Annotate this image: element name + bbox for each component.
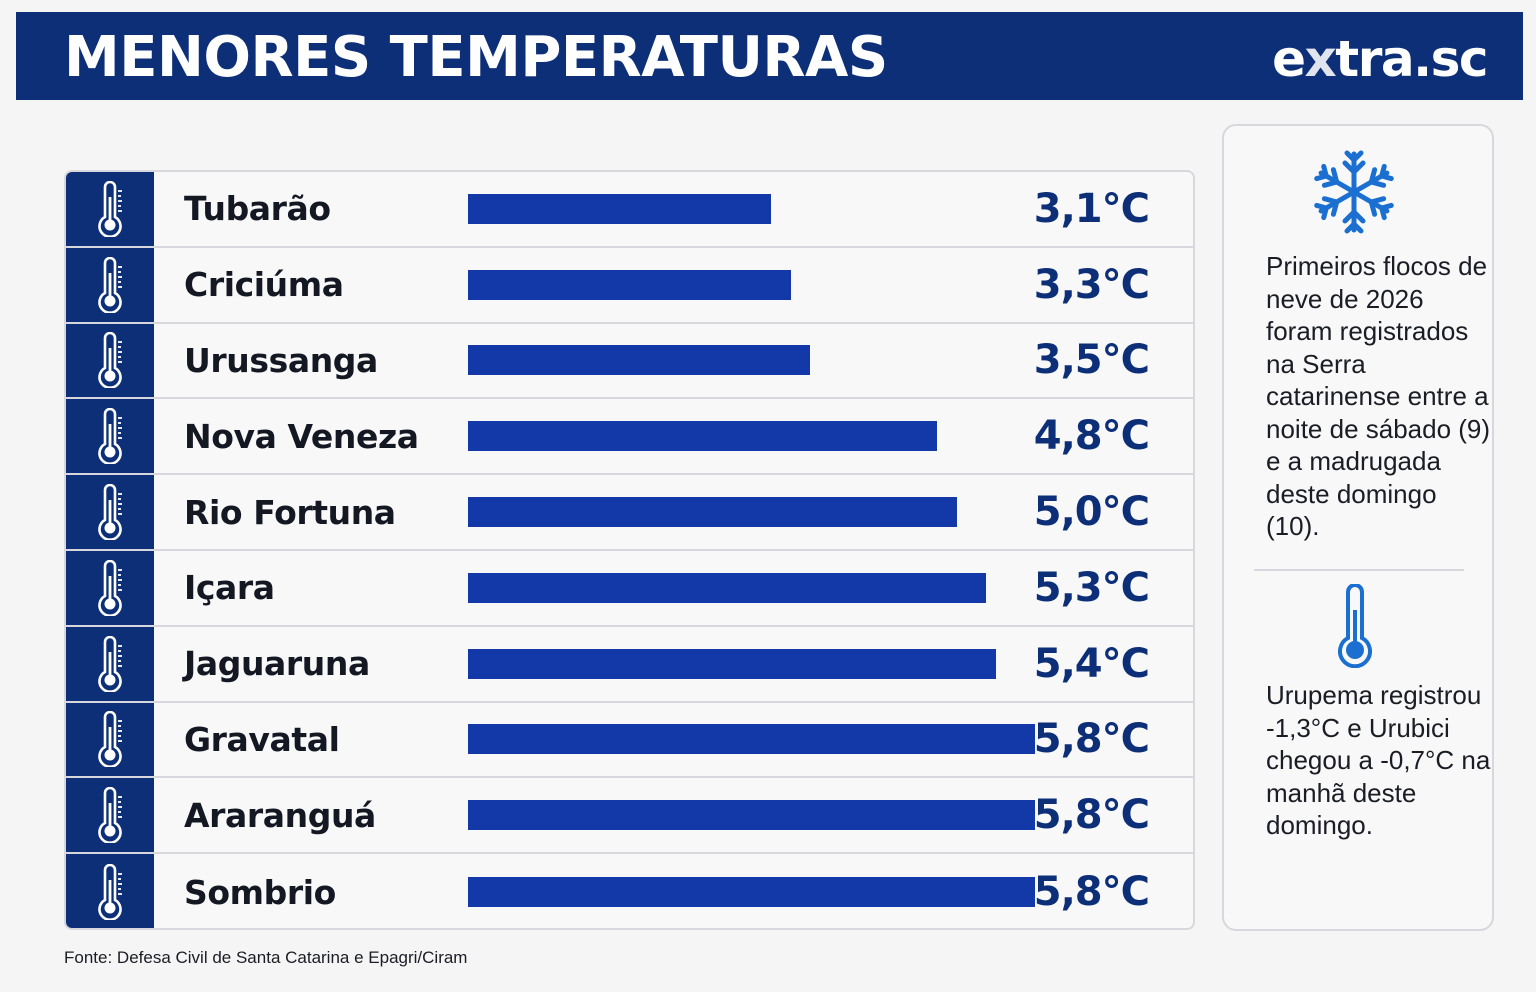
thermometer-icon xyxy=(1338,584,1372,668)
temperature-value: 4,8°C xyxy=(1033,413,1150,460)
temperature-bar xyxy=(468,193,772,224)
thermometer-icon-cell xyxy=(66,172,154,246)
chart-row: Tubarão 3,1°C xyxy=(66,172,1193,248)
thermometer-icon xyxy=(98,559,122,616)
temperature-value: 3,5°C xyxy=(1033,337,1150,384)
city-label: Araranguá xyxy=(184,795,376,835)
temperature-value: 5,8°C xyxy=(1033,792,1150,839)
city-label: Sombrio xyxy=(184,872,336,912)
thermometer-icon xyxy=(98,180,122,237)
temperature-bar xyxy=(468,269,791,300)
thermometer-icon xyxy=(98,787,122,844)
thermometer-icon xyxy=(98,484,122,541)
temperature-chart: Tubarão 3,1°C Criciúma 3,3°C Urussanga 3,5°C N… xyxy=(64,170,1195,930)
source-note: Fonte: Defesa Civil de Santa Catarina e … xyxy=(64,948,468,967)
chart-row: Criciúma 3,3°C xyxy=(66,247,1193,324)
chart-row: Jaguaruna 5,4°C xyxy=(66,626,1193,703)
thermometer-icon xyxy=(98,635,122,692)
city-label: Içara xyxy=(184,568,275,608)
temperature-bar xyxy=(468,800,1035,831)
chart-row: Sombrio 5,8°C xyxy=(66,854,1193,928)
thermometer-icon-cell xyxy=(66,854,154,928)
thermometer-icon xyxy=(98,408,122,465)
snow-note: Primeiros flocos de neve de 2026 foram r… xyxy=(1266,251,1491,541)
city-label: Jaguaruna xyxy=(184,644,370,684)
logo-part-rest: tra.sc xyxy=(1335,30,1488,88)
temperature-bar xyxy=(468,497,957,528)
chart-row: Araranguá 5,8°C xyxy=(66,778,1193,855)
chart-row: Rio Fortuna 5,0°C xyxy=(66,475,1193,551)
snowflake-icon xyxy=(1314,150,1394,234)
temperature-value: 3,1°C xyxy=(1033,185,1150,232)
temperature-bar xyxy=(468,421,938,452)
chart-row: Içara 5,3°C xyxy=(66,551,1193,627)
temperature-value: 5,8°C xyxy=(1033,716,1150,763)
thermometer-icon-cell xyxy=(66,475,154,549)
thermometer-icon-cell xyxy=(66,702,154,777)
cold-record-note: Urupema registrou -1,3°C e Urubici chego… xyxy=(1266,680,1491,840)
temperature-value: 5,3°C xyxy=(1033,564,1150,611)
temperature-value: 5,0°C xyxy=(1033,489,1150,536)
thermometer-icon-cell xyxy=(66,626,154,701)
temperature-value: 5,8°C xyxy=(1033,869,1150,916)
city-label: Criciúma xyxy=(184,265,344,305)
thermometer-icon-cell xyxy=(66,399,154,474)
temperature-value: 5,4°C xyxy=(1033,640,1150,687)
thermometer-icon-cell xyxy=(66,551,154,625)
thermometer-icon xyxy=(98,332,122,389)
thermometer-icon-cell xyxy=(66,247,154,322)
city-label: Urussanga xyxy=(184,340,378,380)
thermometer-icon xyxy=(98,864,122,921)
city-label: Rio Fortuna xyxy=(184,492,396,532)
chart-row: Nova Veneza 4,8°C xyxy=(66,399,1193,476)
page-title: MENORES TEMPERATURAS xyxy=(64,25,888,90)
city-label: Nova Veneza xyxy=(184,416,419,456)
brand-logo: extra.sc xyxy=(1272,30,1488,88)
temperature-bar xyxy=(468,345,811,376)
city-label: Gravatal xyxy=(184,719,340,759)
thermometer-icon-cell xyxy=(66,778,154,853)
city-label: Tubarão xyxy=(184,189,331,229)
brand-logo-text: extra.sc xyxy=(1272,30,1488,88)
thermometer-icon xyxy=(98,256,122,313)
thermometer-icon-cell xyxy=(66,323,154,398)
header-banner: MENORES TEMPERATURAS extra.sc xyxy=(16,12,1523,100)
info-panel: Primeiros flocos de neve de 2026 foram r… xyxy=(1222,124,1494,931)
temperature-bar xyxy=(468,877,1035,908)
chart-row: Urussanga 3,5°C xyxy=(66,323,1193,400)
chart-row: Gravatal 5,8°C xyxy=(66,702,1193,779)
divider xyxy=(1254,569,1464,571)
temperature-bar xyxy=(468,572,987,603)
thermometer-icon xyxy=(98,711,122,768)
logo-part-e: e xyxy=(1272,30,1306,88)
temperature-value: 3,3°C xyxy=(1033,261,1150,308)
temperature-bar xyxy=(468,648,996,679)
logo-part-x: x xyxy=(1304,30,1337,88)
temperature-bar xyxy=(468,724,1035,755)
